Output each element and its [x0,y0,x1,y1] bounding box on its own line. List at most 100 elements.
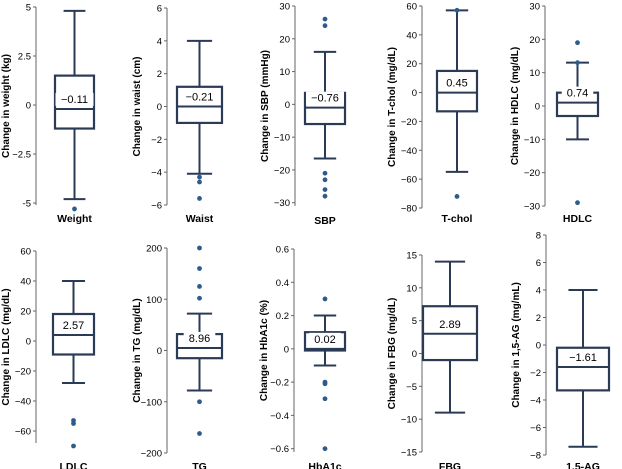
mean-label-bg [434,317,466,331]
y-tick-label: 10 [279,67,290,78]
y-tick-label: 30 [279,2,290,13]
y-tick-label: 0 [26,337,31,348]
y-tick-label: 2 [157,69,162,80]
y-tick-label: 10 [406,283,417,294]
mean-value-label: 0.74 [567,88,588,100]
outlier-point [197,431,202,436]
panel-hba1c: 0.6 0.4 0.2 0 −0.2 −0.4 −0.6 Change in HbA1c (%… [259,245,347,469]
y-tick-label: 20 [406,59,417,70]
outlier-point [72,206,77,212]
y-tick-label: 0 [536,341,541,352]
mean-label-bg [561,86,594,100]
outlier-point [322,23,328,29]
y-axis-title: Change in waist (cm) [132,56,143,156]
outlier-point [322,16,328,22]
outlier-point [197,196,202,201]
outlier-point [322,193,328,199]
panel-sbp: 30 20 10 0 −10 −20 −30 Change in SBP (mmHg) SBP −… [260,2,347,227]
y-tick-label: −8 [530,451,541,462]
mean-label-bg [57,319,90,332]
y-tick-label: 200 [146,244,162,255]
x-axis-label: Weight [57,213,92,225]
y-axis-title: Change in T-chol (mg/dL) [387,47,398,167]
y-tick-label: −0.2 [270,378,289,389]
y-tick-label: 0.2 [276,311,289,322]
outlier-point [322,187,328,193]
outlier-point [197,179,202,185]
y-tick-label: 15 [406,251,417,262]
y-tick-label: −30 [524,202,540,213]
panel-t-chol: 60 40 20 0 −20 −40 −60 −80 Change in T-chol (mg/… [387,2,479,225]
y-tick-label: 20 [20,307,31,318]
outlier-point [322,170,328,176]
y-tick-label: −6 [151,201,162,212]
outlier-point [197,174,202,180]
y-tick-label: −0.4 [270,411,289,422]
y-tick-label: −10 [524,135,540,146]
panel-fbg: 15 10 5 0 −5 −10 −15 Change in FBG (mg/dL) FBG 2.… [387,251,479,469]
y-tick-label: 10 [529,68,540,79]
y-tick-label: 100 [146,295,162,306]
y-tick-label: 6 [157,4,162,15]
y-tick-label: −4 [530,396,541,407]
y-tick-label: 30 [529,2,540,13]
y-tick-label: 0 [26,101,31,112]
y-tick-label: −6 [530,423,541,434]
y-tick-label: −30 [274,198,290,209]
y-tick-label: 0 [157,346,162,357]
x-axis-label: FBG [439,461,461,469]
y-tick-label: 0.6 [276,245,289,256]
y-tick-label: 0 [535,102,540,113]
panel-waist: 6 4 2 0 −2 −4 −6 Change in waist (cm) Waist −0.21 [132,4,224,225]
outlier-point [71,443,76,449]
y-tick-label: 8 [536,231,541,242]
y-tick-label: −20 [274,165,290,176]
y-tick-label: −40 [15,397,31,408]
y-tick-label: 40 [20,277,31,288]
y-tick-label: 60 [20,247,31,258]
y-tick-label: −10 [274,133,290,144]
y-axis-title: Change in HbA1c (%) [259,300,270,401]
x-axis-label: Waist [186,213,214,225]
mean-value-label: 0.45 [446,78,467,90]
panel-tg: 200 100 0 −100 −200 Change in TG (mg/dL) TG 8.9… [132,244,224,469]
y-tick-label: −20 [524,168,540,179]
y-tick-label: 60 [406,2,417,13]
y-tick-label: −200 [141,449,162,460]
y-tick-label: 5 [26,3,31,14]
outlier-point [322,381,328,387]
y-tick-label: −60 [401,175,417,186]
outlier-point [197,295,202,301]
x-axis-label: SBP [314,215,336,227]
y-tick-label: −80 [401,204,417,215]
y-tick-label: −40 [401,146,417,157]
mean-value-label: 2.89 [439,319,460,331]
y-tick-label: 40 [406,30,417,41]
y-tick-label: −20 [401,117,417,128]
outlier-point [575,60,580,66]
y-tick-label: 5 [412,316,417,327]
y-axis-title: Change in HDLC (mg/dL) [510,47,521,165]
y-tick-label: 2 [536,313,541,324]
outlier-point [71,421,76,426]
mean-value-label: −1.61 [569,352,597,364]
y-tick-label: −5 [406,382,417,393]
mean-label-bg [306,91,344,105]
y-tick-label: 6 [536,258,541,269]
mean-label-bg [564,351,602,364]
y-tick-label: 20 [529,35,540,46]
y-tick-label: 0 [285,100,290,111]
y-tick-label: 4 [536,286,541,297]
y-axis-title: Change in SBP (mmHg) [260,50,271,162]
y-tick-label: −15 [401,448,417,459]
outlier-point [197,245,202,251]
outlier-point [197,284,202,289]
x-axis-label: HDLC [563,213,593,225]
outlier-point [322,396,328,402]
panel-hdlc: 30 20 10 0 −10 −20 −30 Change in HDLC (mg/dL) HD… [510,2,600,225]
panel-weight: 5 2.5 0 −2.5 -5 Change in weight (kg) Weight −0… [1,3,96,225]
outlier-point [322,296,328,302]
x-axis-label: LDLC [60,461,88,469]
y-tick-label: −60 [15,427,31,438]
